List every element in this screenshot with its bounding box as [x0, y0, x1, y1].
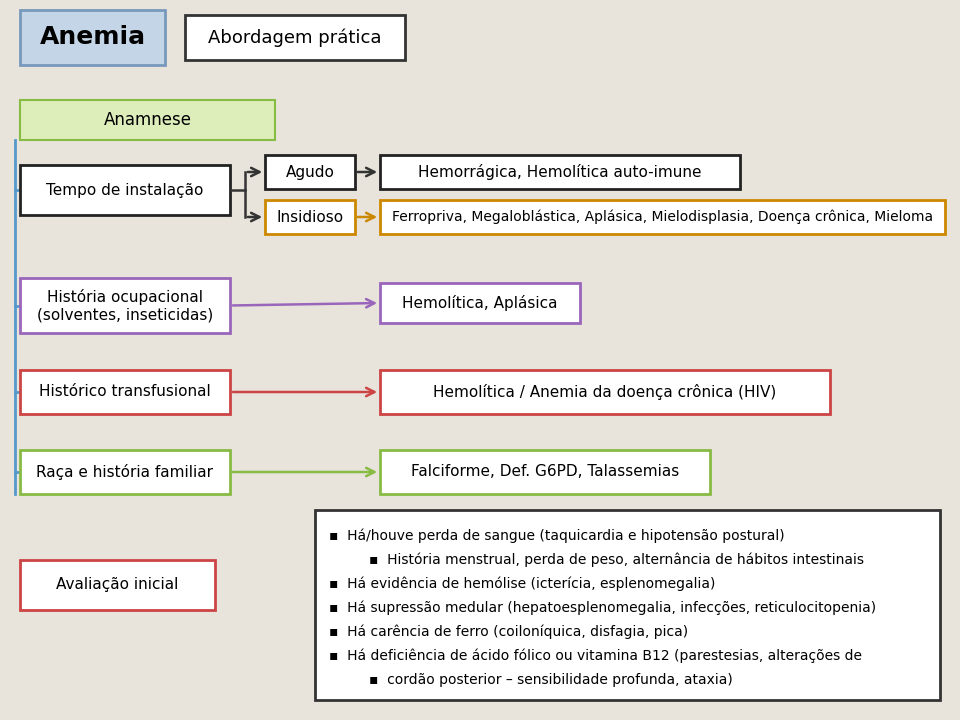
Text: Anemia: Anemia	[39, 25, 146, 50]
Text: Avaliação inicial: Avaliação inicial	[57, 577, 179, 593]
FancyBboxPatch shape	[20, 165, 230, 215]
FancyBboxPatch shape	[380, 283, 580, 323]
FancyBboxPatch shape	[20, 450, 230, 494]
Text: Hemolítica, Aplásica: Hemolítica, Aplásica	[402, 295, 558, 311]
Text: Anamnese: Anamnese	[104, 111, 191, 129]
Text: Insidioso: Insidioso	[276, 210, 344, 225]
Text: ▪  Há evidência de hemólise (icterícia, esplenomegalia): ▪ Há evidência de hemólise (icterícia, e…	[329, 577, 715, 591]
Text: Abordagem prática: Abordagem prática	[208, 28, 382, 47]
Text: ▪  História menstrual, perda de peso, alternância de hábitos intestinais: ▪ História menstrual, perda de peso, alt…	[369, 553, 864, 567]
FancyBboxPatch shape	[265, 155, 355, 189]
FancyBboxPatch shape	[20, 278, 230, 333]
Text: História ocupacional
(solventes, inseticidas): História ocupacional (solventes, insetic…	[36, 289, 213, 323]
FancyBboxPatch shape	[315, 510, 940, 700]
FancyBboxPatch shape	[380, 155, 740, 189]
FancyBboxPatch shape	[20, 10, 165, 65]
Text: ▪  Há supressão medular (hepatoesplenomegalia, infecções, reticulocitopenia): ▪ Há supressão medular (hepatoesplenomeg…	[329, 600, 876, 616]
Text: Ferropriva, Megaloblástica, Aplásica, Mielodisplasia, Doença crônica, Mieloma: Ferropriva, Megaloblástica, Aplásica, Mi…	[392, 210, 933, 224]
Text: Hemolítica / Anemia da doença crônica (HIV): Hemolítica / Anemia da doença crônica (H…	[433, 384, 777, 400]
FancyBboxPatch shape	[20, 560, 215, 610]
Text: Hemorrágica, Hemolítica auto-imune: Hemorrágica, Hemolítica auto-imune	[419, 164, 702, 180]
FancyBboxPatch shape	[380, 200, 945, 234]
Text: ▪  Há carência de ferro (coiloníquica, disfagia, pica): ▪ Há carência de ferro (coiloníquica, di…	[329, 625, 688, 639]
Text: Falciforme, Def. G6PD, Talassemias: Falciforme, Def. G6PD, Talassemias	[411, 464, 679, 480]
Text: ▪  cordão posterior – sensibilidade profunda, ataxia): ▪ cordão posterior – sensibilidade profu…	[369, 673, 732, 687]
Text: ▪  Há deficiência de ácido fólico ou vitamina B12 (parestesias, alterações de: ▪ Há deficiência de ácido fólico ou vita…	[329, 649, 862, 663]
FancyBboxPatch shape	[185, 15, 405, 60]
FancyBboxPatch shape	[265, 200, 355, 234]
FancyBboxPatch shape	[380, 450, 710, 494]
Text: Agudo: Agudo	[285, 164, 334, 179]
Text: Histórico transfusional: Histórico transfusional	[39, 384, 211, 400]
Text: Raça e história familiar: Raça e história familiar	[36, 464, 213, 480]
Text: ▪  Há/houve perda de sangue (taquicardia e hipotensão postural): ▪ Há/houve perda de sangue (taquicardia …	[329, 528, 784, 544]
FancyBboxPatch shape	[20, 100, 275, 140]
Text: Tempo de instalação: Tempo de instalação	[46, 182, 204, 197]
FancyBboxPatch shape	[380, 370, 830, 414]
FancyBboxPatch shape	[20, 370, 230, 414]
